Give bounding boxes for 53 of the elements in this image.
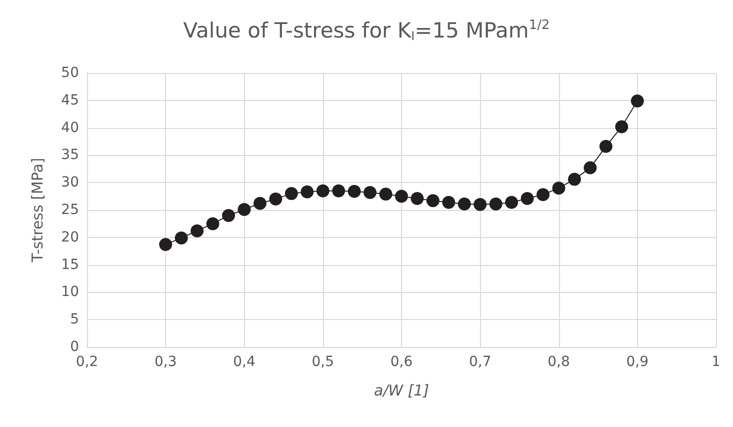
point <box>348 184 361 198</box>
point <box>410 192 424 205</box>
point <box>364 186 377 199</box>
point <box>332 184 346 198</box>
y-tick-label: 10 <box>61 284 79 300</box>
y-axis-title: T-stress [MPa] <box>28 158 46 264</box>
x-tick-label: 1 <box>712 354 720 370</box>
point <box>206 217 220 230</box>
point <box>474 198 487 212</box>
point <box>520 192 534 205</box>
point <box>536 188 550 202</box>
point <box>442 196 456 209</box>
point <box>615 120 628 134</box>
x-tick-label: 0,9 <box>626 354 649 370</box>
point <box>489 197 502 210</box>
x-tick-label: 0,3 <box>154 354 177 370</box>
y-tick-label: 30 <box>61 174 79 191</box>
y-tick-label: 15 <box>61 256 79 273</box>
y-tick-label: 45 <box>61 92 79 108</box>
x-tick-label: 0,8 <box>548 354 570 370</box>
x-tick-label: 0,4 <box>233 354 256 370</box>
x-tick-label: 0,5 <box>312 354 334 370</box>
y-tick-label: 20 <box>61 229 79 246</box>
point <box>458 197 471 210</box>
point <box>238 202 251 216</box>
y-tick-label: 0 <box>70 339 79 355</box>
y-tick-label: 35 <box>61 147 79 164</box>
point <box>426 194 440 208</box>
point <box>269 192 282 206</box>
y-tick-label: 5 <box>70 312 79 328</box>
point <box>174 231 188 244</box>
point <box>584 161 597 174</box>
point <box>379 188 392 201</box>
point <box>284 187 298 200</box>
x-tick-label: 0,6 <box>390 354 413 370</box>
point <box>159 238 172 252</box>
y-tick-label: 25 <box>61 202 79 218</box>
point <box>505 196 518 209</box>
point <box>222 208 236 222</box>
point <box>552 182 566 195</box>
point <box>568 172 581 186</box>
x-tick-label: 0,2 <box>76 354 98 370</box>
point <box>190 224 204 238</box>
point <box>630 94 644 108</box>
y-tick-label: 40 <box>61 120 79 136</box>
point <box>599 140 612 153</box>
point <box>300 185 314 198</box>
y-tick-label: 50 <box>61 65 79 81</box>
point <box>316 184 330 198</box>
x-axis-title: a/W [1] <box>374 382 430 400</box>
x-tick-label: 0,7 <box>468 354 492 370</box>
point <box>395 190 408 203</box>
point <box>253 196 266 210</box>
